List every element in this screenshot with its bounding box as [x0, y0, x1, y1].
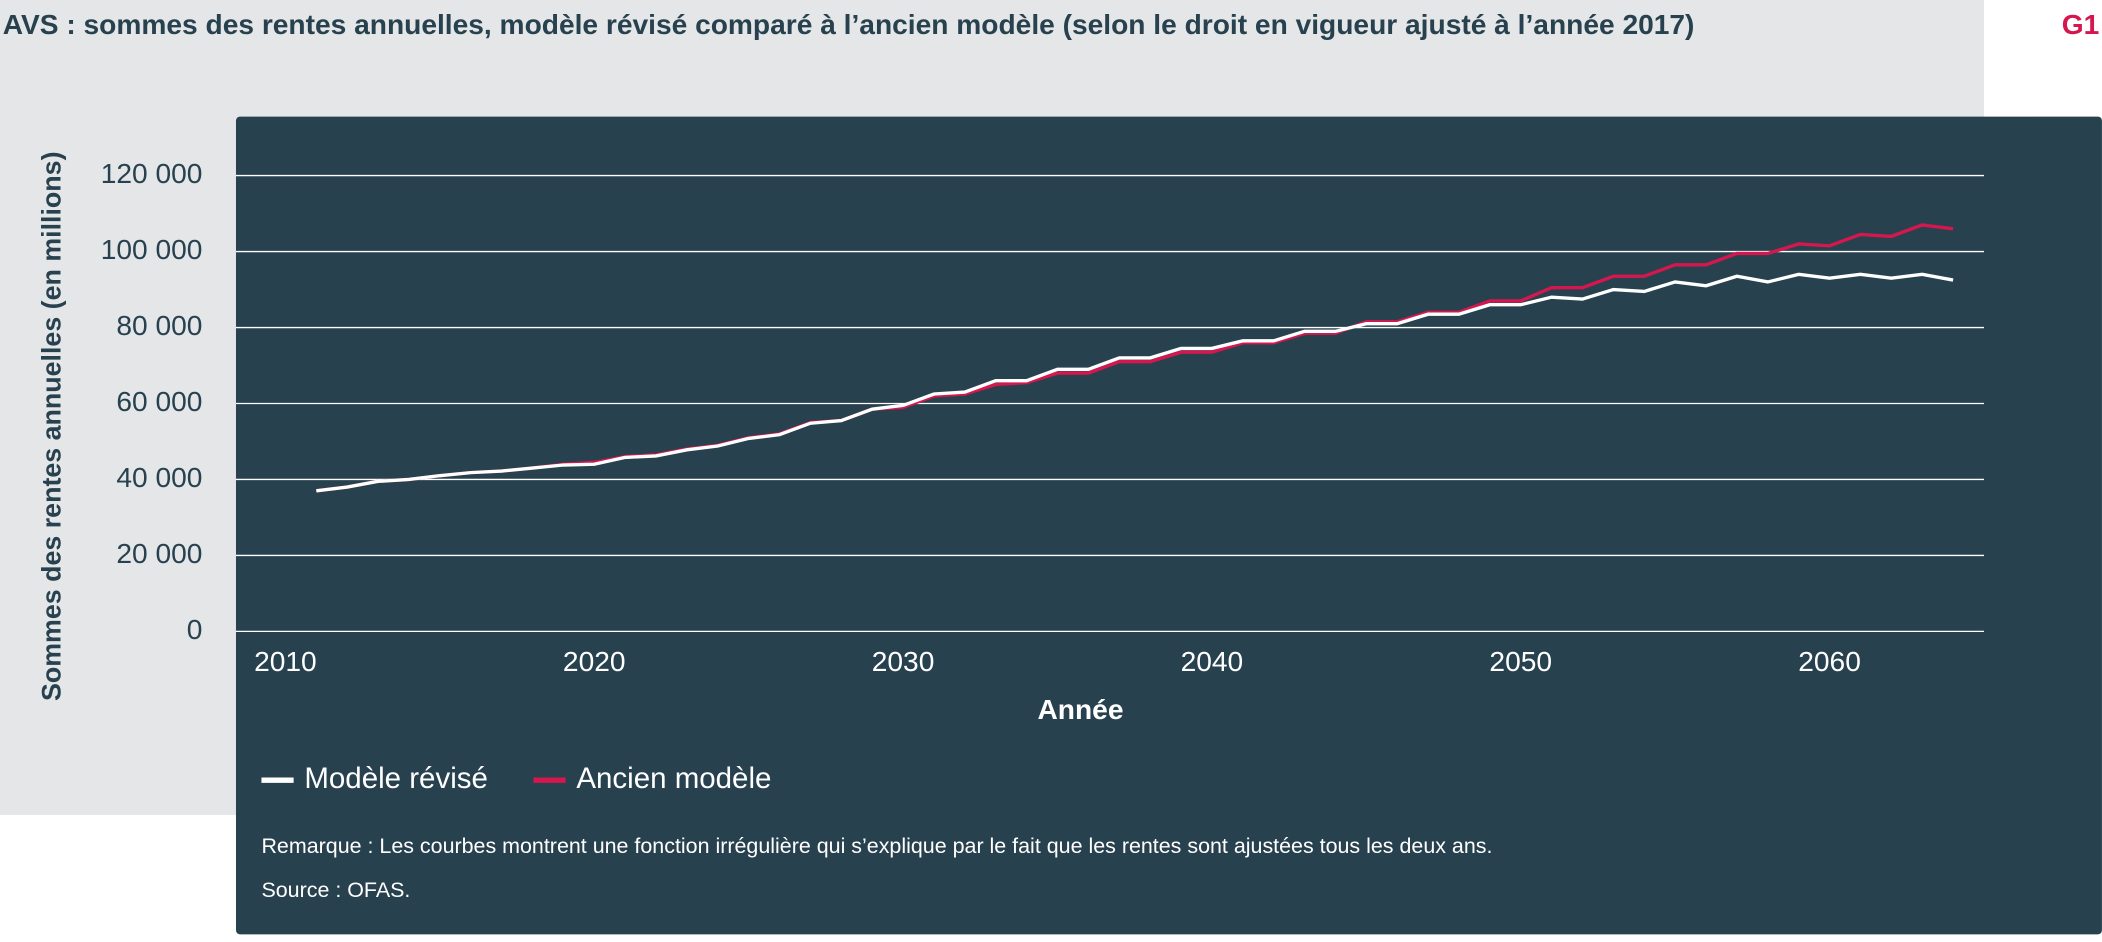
y-tick-label: 60 000: [116, 386, 202, 417]
y-tick-label: 40 000: [116, 462, 202, 493]
y-tick-label: 80 000: [116, 310, 202, 341]
note: Remarque : Les courbes montrent une fonc…: [261, 834, 1492, 858]
y-tick-label: 120 000: [101, 158, 203, 189]
x-tick-label: 2060: [1798, 646, 1861, 677]
legend-label: Ancien modèle: [576, 762, 771, 795]
y-axis-label: Sommes des rentes annuelles (en millions…: [37, 152, 67, 702]
series-line: [316, 272, 1954, 493]
y-tick-label: 0: [187, 614, 203, 645]
plot-panel: [235, 116, 2102, 935]
figure-label: G1: [2062, 9, 2100, 40]
series-line: [316, 223, 1954, 493]
x-tick-label: 2020: [563, 646, 626, 677]
legend-label: Modèle révisé: [304, 762, 488, 795]
x-axis-label: Année: [1037, 694, 1123, 725]
x-tick-label: 2010: [254, 646, 317, 677]
source: Source : OFAS.: [261, 878, 410, 902]
x-tick-label: 2040: [1181, 646, 1244, 677]
chart-title: AVS : sommes des rentes annuelles, modèl…: [3, 9, 1695, 40]
x-tick-label: 2050: [1489, 646, 1552, 677]
y-tick-label: 100 000: [101, 234, 203, 265]
y-tick-label: 20 000: [116, 538, 202, 569]
x-tick-label: 2030: [872, 646, 935, 677]
